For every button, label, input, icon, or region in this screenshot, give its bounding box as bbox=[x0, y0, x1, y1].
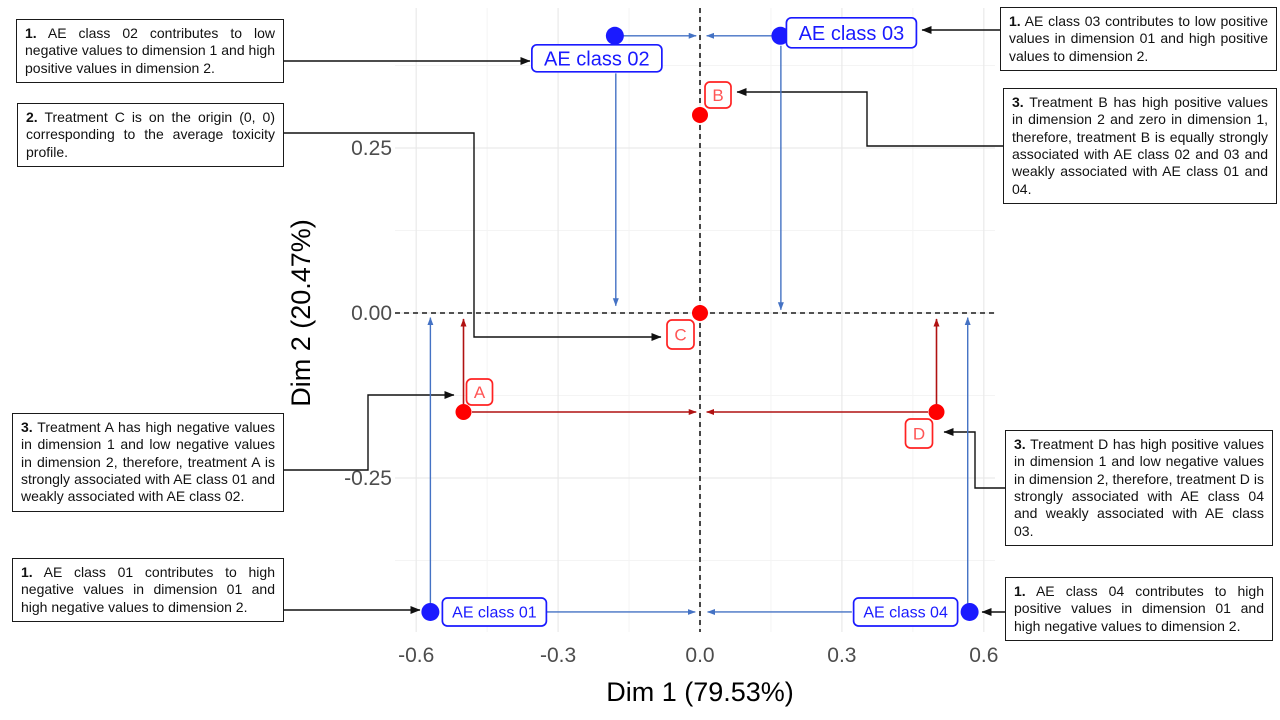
point-label-text: AE class 03 bbox=[799, 23, 905, 45]
note-text: AE class 04 contributes to high positive… bbox=[1014, 583, 1264, 634]
point-label-ae-class-01: AE class 01 bbox=[441, 597, 548, 627]
x-axis-title: Dim 1 (79.53%) bbox=[606, 677, 794, 707]
note-text: Treatment A has high negative values in … bbox=[21, 419, 275, 505]
grid bbox=[395, 8, 995, 632]
point-label-ae-class-04: AE class 04 bbox=[852, 597, 959, 627]
point-label-text: C bbox=[674, 325, 686, 344]
point-label-text: D bbox=[913, 424, 925, 443]
point-d bbox=[928, 404, 945, 420]
note-text: AE class 01 contributes to high negative… bbox=[21, 564, 275, 615]
point-label-text: A bbox=[474, 383, 486, 402]
point-label-text: AE class 04 bbox=[863, 605, 948, 622]
x-tick-label-1: -0.3 bbox=[540, 644, 576, 667]
y-tick-label-0: 0.25 bbox=[351, 137, 392, 160]
note-number: 1. bbox=[1009, 13, 1021, 29]
x-tick-label-2: 0.0 bbox=[685, 644, 714, 667]
point-label-d: D bbox=[904, 418, 934, 449]
connector-note-treatment-b bbox=[736, 88, 1003, 147]
note-text: Treatment B has high positive values in … bbox=[1012, 94, 1268, 197]
note-ae-class-02: 1. AE class 02 contributes to low negati… bbox=[16, 19, 284, 84]
point-c bbox=[692, 305, 708, 321]
point-label-box bbox=[904, 418, 934, 449]
point-label-box bbox=[666, 319, 695, 350]
point-label-box bbox=[785, 16, 918, 49]
point-ae-class-04 bbox=[960, 602, 979, 621]
connector-note-treatment-a bbox=[284, 391, 455, 471]
note-number: 3. bbox=[21, 419, 33, 435]
note-treatment-c: 2. Treatment C is on the origin (0, 0) c… bbox=[17, 103, 284, 168]
point-label-b: B bbox=[704, 81, 732, 109]
point-label-box bbox=[704, 81, 732, 109]
connector-note-treatment-c bbox=[284, 132, 662, 341]
point-label-box bbox=[441, 597, 548, 627]
note-ae-class-04: 1. AE class 04 contributes to high posit… bbox=[1005, 577, 1273, 642]
note-number: 1. bbox=[21, 564, 33, 580]
x-tick-label-4: 0.6 bbox=[969, 644, 998, 667]
y-tick-label-1: 0.00 bbox=[351, 302, 392, 325]
note-text: Treatment D has high positive values in … bbox=[1014, 436, 1264, 539]
point-label-text: B bbox=[712, 86, 723, 105]
point-label-a: A bbox=[465, 378, 494, 406]
point-label-box bbox=[465, 378, 494, 406]
x-tick-label-0: -0.6 bbox=[398, 644, 434, 667]
point-ae-class-01 bbox=[421, 602, 440, 621]
note-treatment-b: 3. Treatment B has high positive values … bbox=[1003, 88, 1277, 205]
note-text: AE class 03 contributes to low positive … bbox=[1009, 13, 1268, 64]
point-label-ae-class-03: AE class 03 bbox=[785, 16, 918, 49]
y-tick-label-2: -0.25 bbox=[344, 467, 392, 490]
connector-note-treatment-d bbox=[943, 428, 1005, 489]
point-b bbox=[692, 107, 708, 123]
point-label-c: C bbox=[666, 319, 695, 350]
point-label-box bbox=[531, 43, 663, 73]
note-text: AE class 02 contributes to low negative … bbox=[25, 25, 275, 76]
x-tick-label-3: 0.3 bbox=[827, 644, 856, 667]
note-treatment-a: 3. Treatment A has high negative values … bbox=[12, 413, 284, 512]
note-number: 2. bbox=[26, 109, 38, 125]
point-label-text: AE class 02 bbox=[544, 48, 650, 70]
point-label-text: AE class 01 bbox=[452, 605, 537, 622]
point-a bbox=[455, 404, 472, 420]
note-ae-class-03: 1. AE class 03 contributes to low positi… bbox=[1000, 7, 1277, 72]
point-label-box bbox=[852, 597, 959, 627]
point-ae-class-02 bbox=[605, 26, 624, 45]
note-ae-class-01: 1. AE class 01 contributes to high negat… bbox=[12, 558, 284, 623]
point-ae-class-03 bbox=[771, 26, 790, 45]
note-treatment-d: 3. Treatment D has high positive values … bbox=[1005, 430, 1273, 547]
note-number: 1. bbox=[1014, 583, 1026, 599]
y-axis-title: Dim 2 (20.47%) bbox=[286, 219, 316, 407]
note-number: 3. bbox=[1014, 436, 1026, 452]
point-label-ae-class-02: AE class 02 bbox=[531, 43, 663, 73]
note-text: Treatment C is on the origin (0, 0) corr… bbox=[26, 109, 275, 160]
note-number: 3. bbox=[1012, 94, 1024, 110]
note-number: 1. bbox=[25, 25, 37, 41]
